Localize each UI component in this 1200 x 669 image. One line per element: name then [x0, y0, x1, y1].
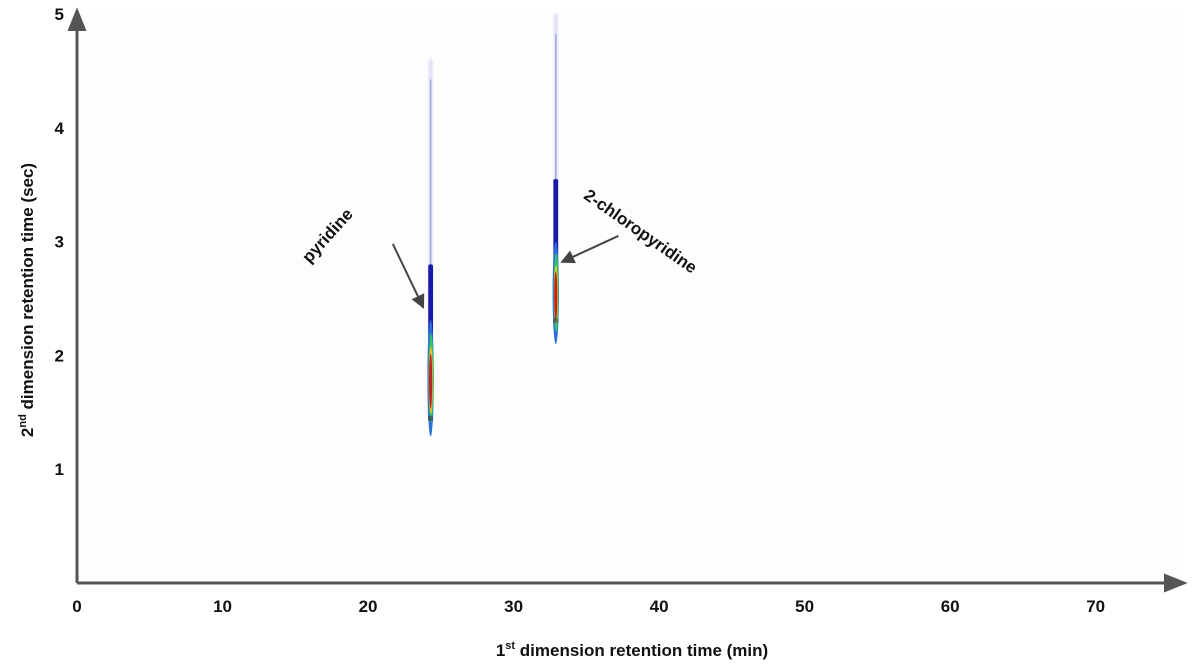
y-tick-label: 3: [55, 233, 64, 252]
peak-apex: [554, 271, 558, 321]
annotation-arrow: [391, 243, 425, 309]
plot-background: [77, 14, 1183, 583]
peak-apex: [429, 353, 433, 409]
x-tick-label: 70: [1086, 597, 1105, 616]
peak-base: [553, 317, 558, 324]
y-tick-label: 2: [55, 346, 64, 365]
x-tick-label: 40: [650, 597, 669, 616]
axes-layer: 0 10 20 30 40 50 60 70 1 2 3 4 5: [55, 5, 1188, 616]
x-tick-label: 0: [72, 597, 81, 616]
x-axis-title: 1st dimension retention time (min): [496, 640, 768, 660]
peak-tail-core: [429, 79, 432, 422]
x-tick-label: 30: [504, 597, 523, 616]
x-tick-label: 20: [359, 597, 378, 616]
y-tick-label: 1: [55, 460, 64, 479]
y-axis-title: 2nd dimension retention time (sec): [17, 163, 37, 437]
y-tick-label: 5: [55, 5, 64, 24]
peak-base: [428, 415, 433, 422]
peak-2-chloropyridine: [552, 14, 559, 345]
y-tick-label: 4: [55, 119, 65, 138]
peaks-layer: [427, 14, 559, 437]
x-tick-label: 10: [213, 597, 232, 616]
plot-area: [77, 14, 1183, 583]
x-tick-label: 60: [941, 597, 960, 616]
annotation-arrow: [560, 235, 619, 264]
peak-tail-core: [554, 34, 557, 324]
x-tick-label: 50: [795, 597, 814, 616]
peak-pyridine: [427, 59, 434, 437]
